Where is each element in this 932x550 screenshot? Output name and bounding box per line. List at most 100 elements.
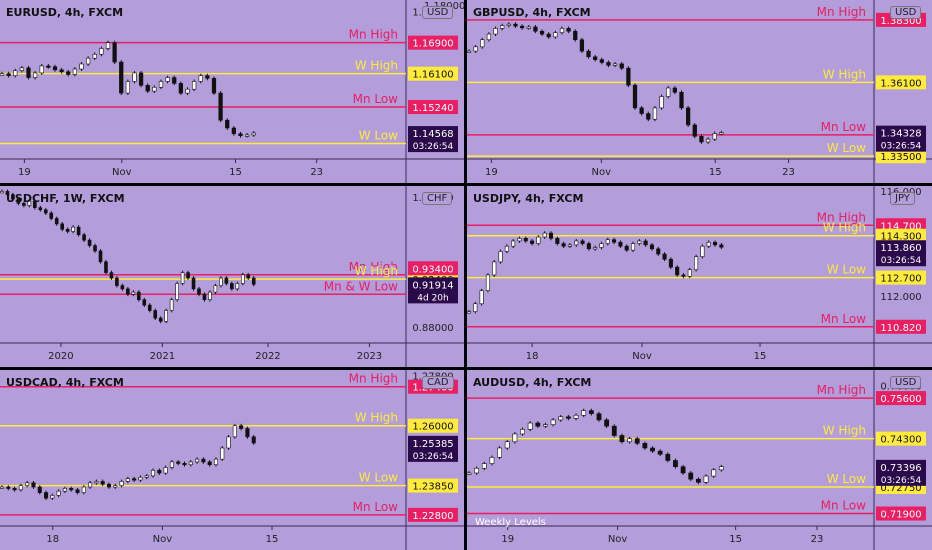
currency-badge[interactable]: CHF — [422, 192, 453, 205]
candle-body — [0, 191, 4, 194]
candle-body — [115, 277, 119, 286]
candle-body — [22, 203, 26, 206]
candle-body — [93, 245, 97, 252]
candle-body — [72, 68, 77, 75]
candle-body — [131, 291, 136, 295]
candle-body — [158, 317, 163, 322]
candle-body — [581, 410, 587, 416]
candle-body — [550, 419, 556, 425]
candle-body — [230, 283, 234, 290]
candle-body — [566, 28, 571, 32]
level-name: Mn Low — [821, 499, 867, 513]
chart-svg: 19 Nov 15 23 Mn High 0.75600 W High 0.74300 W Lo… — [467, 370, 932, 550]
currency-badge[interactable]: USD — [890, 376, 922, 389]
level-price-label: 1.38300 — [880, 16, 921, 27]
candle-body — [611, 425, 617, 436]
candle-body — [169, 299, 174, 311]
candle-body — [197, 288, 201, 295]
chart-panel-2[interactable]: 19 Nov 15 23 Mn High 1.38300 W High 1.36100 Mn L… — [467, 0, 932, 183]
candle-body — [523, 238, 528, 242]
candle-body — [586, 50, 591, 58]
candle-body — [6, 486, 11, 489]
candle-body — [195, 458, 200, 463]
candle-body — [231, 127, 236, 135]
level-price-label: 0.75600 — [880, 394, 921, 405]
time-tick-label: 23 — [310, 167, 323, 178]
candle-body — [175, 283, 179, 300]
candle-body — [109, 272, 114, 279]
currency-badge[interactable]: USD — [422, 6, 454, 19]
candle-body — [555, 238, 560, 244]
level-price-label: 0.71900 — [880, 510, 921, 521]
candle-body — [588, 410, 594, 414]
chart-panel-4[interactable]: 18 Nov 15 Mn High 114.700 W High 114.300 W Low 1… — [467, 186, 932, 367]
candle-body — [542, 232, 547, 238]
candle-body — [219, 277, 223, 286]
candle-body — [169, 461, 174, 468]
chart-panel-6[interactable]: 19 Nov 15 23 Mn High 0.75600 W High 0.74300 W Lo… — [467, 370, 932, 550]
candle-body — [207, 461, 212, 466]
level-price-tag — [408, 35, 458, 50]
candle-body — [543, 424, 548, 427]
chart-svg: 18 Nov 15 Mn High 114.700 W High 114.300 W Low 1… — [467, 186, 932, 367]
currency-badge[interactable]: CAD — [422, 376, 454, 389]
candle-body — [527, 422, 533, 430]
candle-body — [688, 472, 694, 480]
candle-body — [627, 438, 632, 443]
candle-body — [561, 243, 566, 247]
candle-body — [12, 488, 17, 491]
level-price-label: 1.33500 — [880, 152, 921, 163]
countdown-timer: 03:26:54 — [881, 256, 922, 266]
chart-svg: 19 Nov 15 23 Mn High 1.38300 W High 1.36100 Mn L… — [467, 0, 932, 183]
candle-body — [687, 269, 692, 277]
candle-body — [634, 438, 640, 444]
level-price-tag — [408, 66, 458, 81]
candle-body — [573, 30, 578, 41]
level-name: W Low — [827, 263, 866, 277]
level-name: W Low — [827, 472, 866, 486]
candle-body — [580, 240, 585, 244]
level-name: Mn High — [817, 383, 866, 397]
candle-body — [246, 274, 251, 279]
chart-title: USDJPY, 4h, FXCM — [473, 192, 584, 205]
candle-body — [158, 81, 164, 88]
candle-body — [711, 469, 717, 477]
candle-body — [695, 478, 701, 483]
level-name: Mn Low — [821, 120, 867, 134]
candle-body — [66, 71, 71, 75]
candle-body — [251, 436, 256, 444]
candle-body — [624, 245, 629, 251]
candle-body — [703, 475, 709, 483]
candle-body — [712, 133, 717, 140]
candle-body — [0, 73, 5, 76]
candle-body — [52, 66, 58, 71]
candle-body — [138, 476, 143, 481]
level-price-tag — [408, 507, 458, 522]
candle-body — [211, 78, 217, 94]
candle-body — [637, 240, 642, 244]
candle-body — [626, 67, 631, 86]
level-name: W Low — [827, 141, 866, 155]
candle-body — [198, 75, 203, 82]
candle-body — [665, 453, 671, 461]
time-tick-label: 18 — [46, 534, 59, 545]
currency-badge[interactable]: JPY — [890, 192, 915, 205]
candle-body — [106, 483, 112, 488]
currency-badge[interactable]: USD — [890, 6, 922, 19]
candle-body — [712, 241, 718, 246]
price-tick-label: 0.93400 — [412, 264, 453, 275]
level-price-label: 0.74300 — [880, 435, 921, 446]
candle-body — [251, 277, 256, 285]
level-name: Mn Low — [821, 312, 867, 326]
candle-body — [46, 65, 51, 68]
candle-body — [467, 311, 472, 314]
candle-body — [642, 443, 648, 449]
candle-body — [639, 107, 644, 114]
level-price-tag — [876, 431, 926, 446]
level-name: Mn High — [817, 5, 866, 19]
